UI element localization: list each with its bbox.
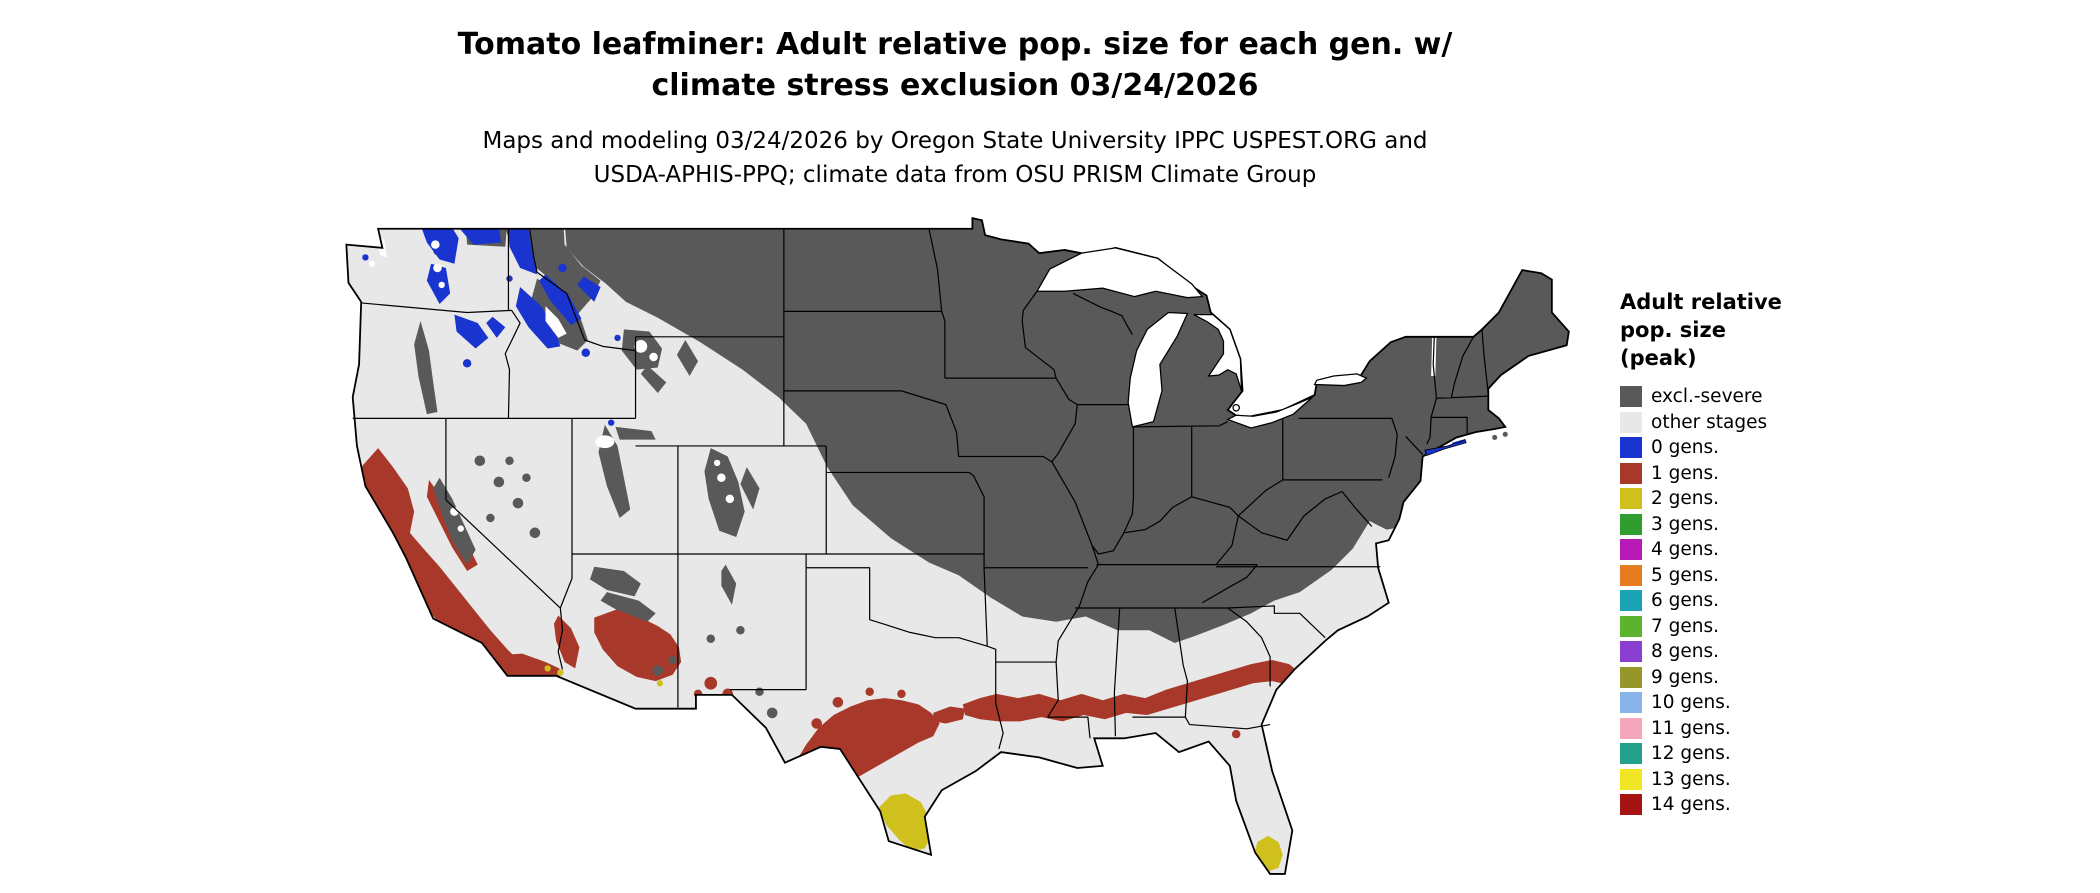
legend-item: 10 gens. [1620,690,1900,716]
legend-swatch [1620,513,1642,535]
legend-item: excl.-severe [1620,384,1900,410]
lake-ontario [1313,373,1368,387]
lake-superior [1035,247,1204,299]
legend-item: 14 gens. [1620,792,1900,818]
map-subtitle: Maps and modeling 03/24/2026 by Oregon S… [0,124,1910,192]
legend-item-label: 1 gens. [1651,462,1720,484]
legend-item-label: 2 gens. [1651,488,1720,510]
legend-item-label: 10 gens. [1651,692,1731,714]
legend: Adult relative pop. size (peak) excl.-se… [1620,288,1900,818]
legend-swatch [1620,794,1642,816]
legend-swatch [1620,462,1642,484]
legend-swatch [1620,692,1642,714]
long-island-navy-patch [1452,439,1464,445]
legend-title-line1: Adult relative [1620,290,1782,314]
map-title: Tomato leafminer: Adult relative pop. si… [0,24,1910,106]
legend-swatch [1620,717,1642,739]
legend-item-label: excl.-severe [1651,386,1763,408]
legend-swatch [1620,386,1642,408]
legend-title-line2: pop. size [1620,318,1726,342]
legend-swatch [1620,437,1642,459]
legend-item: other stages [1620,410,1900,436]
legend-swatch [1620,615,1642,637]
legend-item-label: 13 gens. [1651,768,1731,790]
us-map-svg [345,217,1570,875]
lake-st-clair [1232,403,1240,412]
legend-item: 13 gens. [1620,767,1900,793]
legend-item-label: 4 gens. [1651,539,1720,561]
legend-item-label: 5 gens. [1651,564,1720,586]
lake-erie [1226,396,1313,429]
legend-swatch [1620,641,1642,663]
legend-swatch [1620,411,1642,433]
nantucket-speck [1502,431,1508,437]
legend-swatch [1620,488,1642,510]
legend-item-label: 8 gens. [1651,641,1720,663]
map-title-line2: climate stress exclusion 03/24/2026 [651,68,1259,103]
legend-item: 1 gens. [1620,461,1900,487]
legend-item-label: other stages [1651,411,1768,433]
legend-title-line3: (peak) [1620,346,1697,370]
great-lakes [1035,247,1368,429]
legend-item-label: 12 gens. [1651,743,1731,765]
legend-item-label: 14 gens. [1651,794,1731,816]
lake-michigan [1127,311,1189,428]
us-population-map [340,215,1590,893]
lake-huron [1193,313,1243,392]
legend-item: 3 gens. [1620,512,1900,538]
legend-swatch [1620,564,1642,586]
marthas-vineyard-speck [1492,434,1498,441]
legend-item-label: 7 gens. [1651,615,1720,637]
state-borders [352,228,1489,750]
legend-item: 9 gens. [1620,665,1900,691]
legend-item: 12 gens. [1620,741,1900,767]
legend-item: 5 gens. [1620,563,1900,589]
legend-swatch [1620,539,1642,561]
legend-swatch [1620,590,1642,612]
legend-item-label: 11 gens. [1651,717,1731,739]
legend-swatch [1620,768,1642,790]
legend-item: 4 gens. [1620,537,1900,563]
map-subtitle-line2: USDA-APHIS-PPQ; climate data from OSU PR… [593,162,1317,188]
legend-item: 0 gens. [1620,435,1900,461]
legend-swatch [1620,743,1642,765]
legend-item: 6 gens. [1620,588,1900,614]
map-title-line1: Tomato leafminer: Adult relative pop. si… [457,27,1453,62]
legend-item-label: 9 gens. [1651,666,1720,688]
legend-item: 2 gens. [1620,486,1900,512]
legend-item-label: 3 gens. [1651,513,1720,535]
map-subtitle-line1: Maps and modeling 03/24/2026 by Oregon S… [482,128,1428,154]
great-salt-lake [595,435,615,449]
legend-item-label: 6 gens. [1651,590,1720,612]
legend-items: excl.-severe other stages 0 gens. 1 gens… [1620,384,1900,818]
legend-item-label: 0 gens. [1651,437,1720,459]
legend-item: 11 gens. [1620,716,1900,742]
legend-item: 8 gens. [1620,639,1900,665]
legend-swatch [1620,666,1642,688]
legend-item: 7 gens. [1620,614,1900,640]
